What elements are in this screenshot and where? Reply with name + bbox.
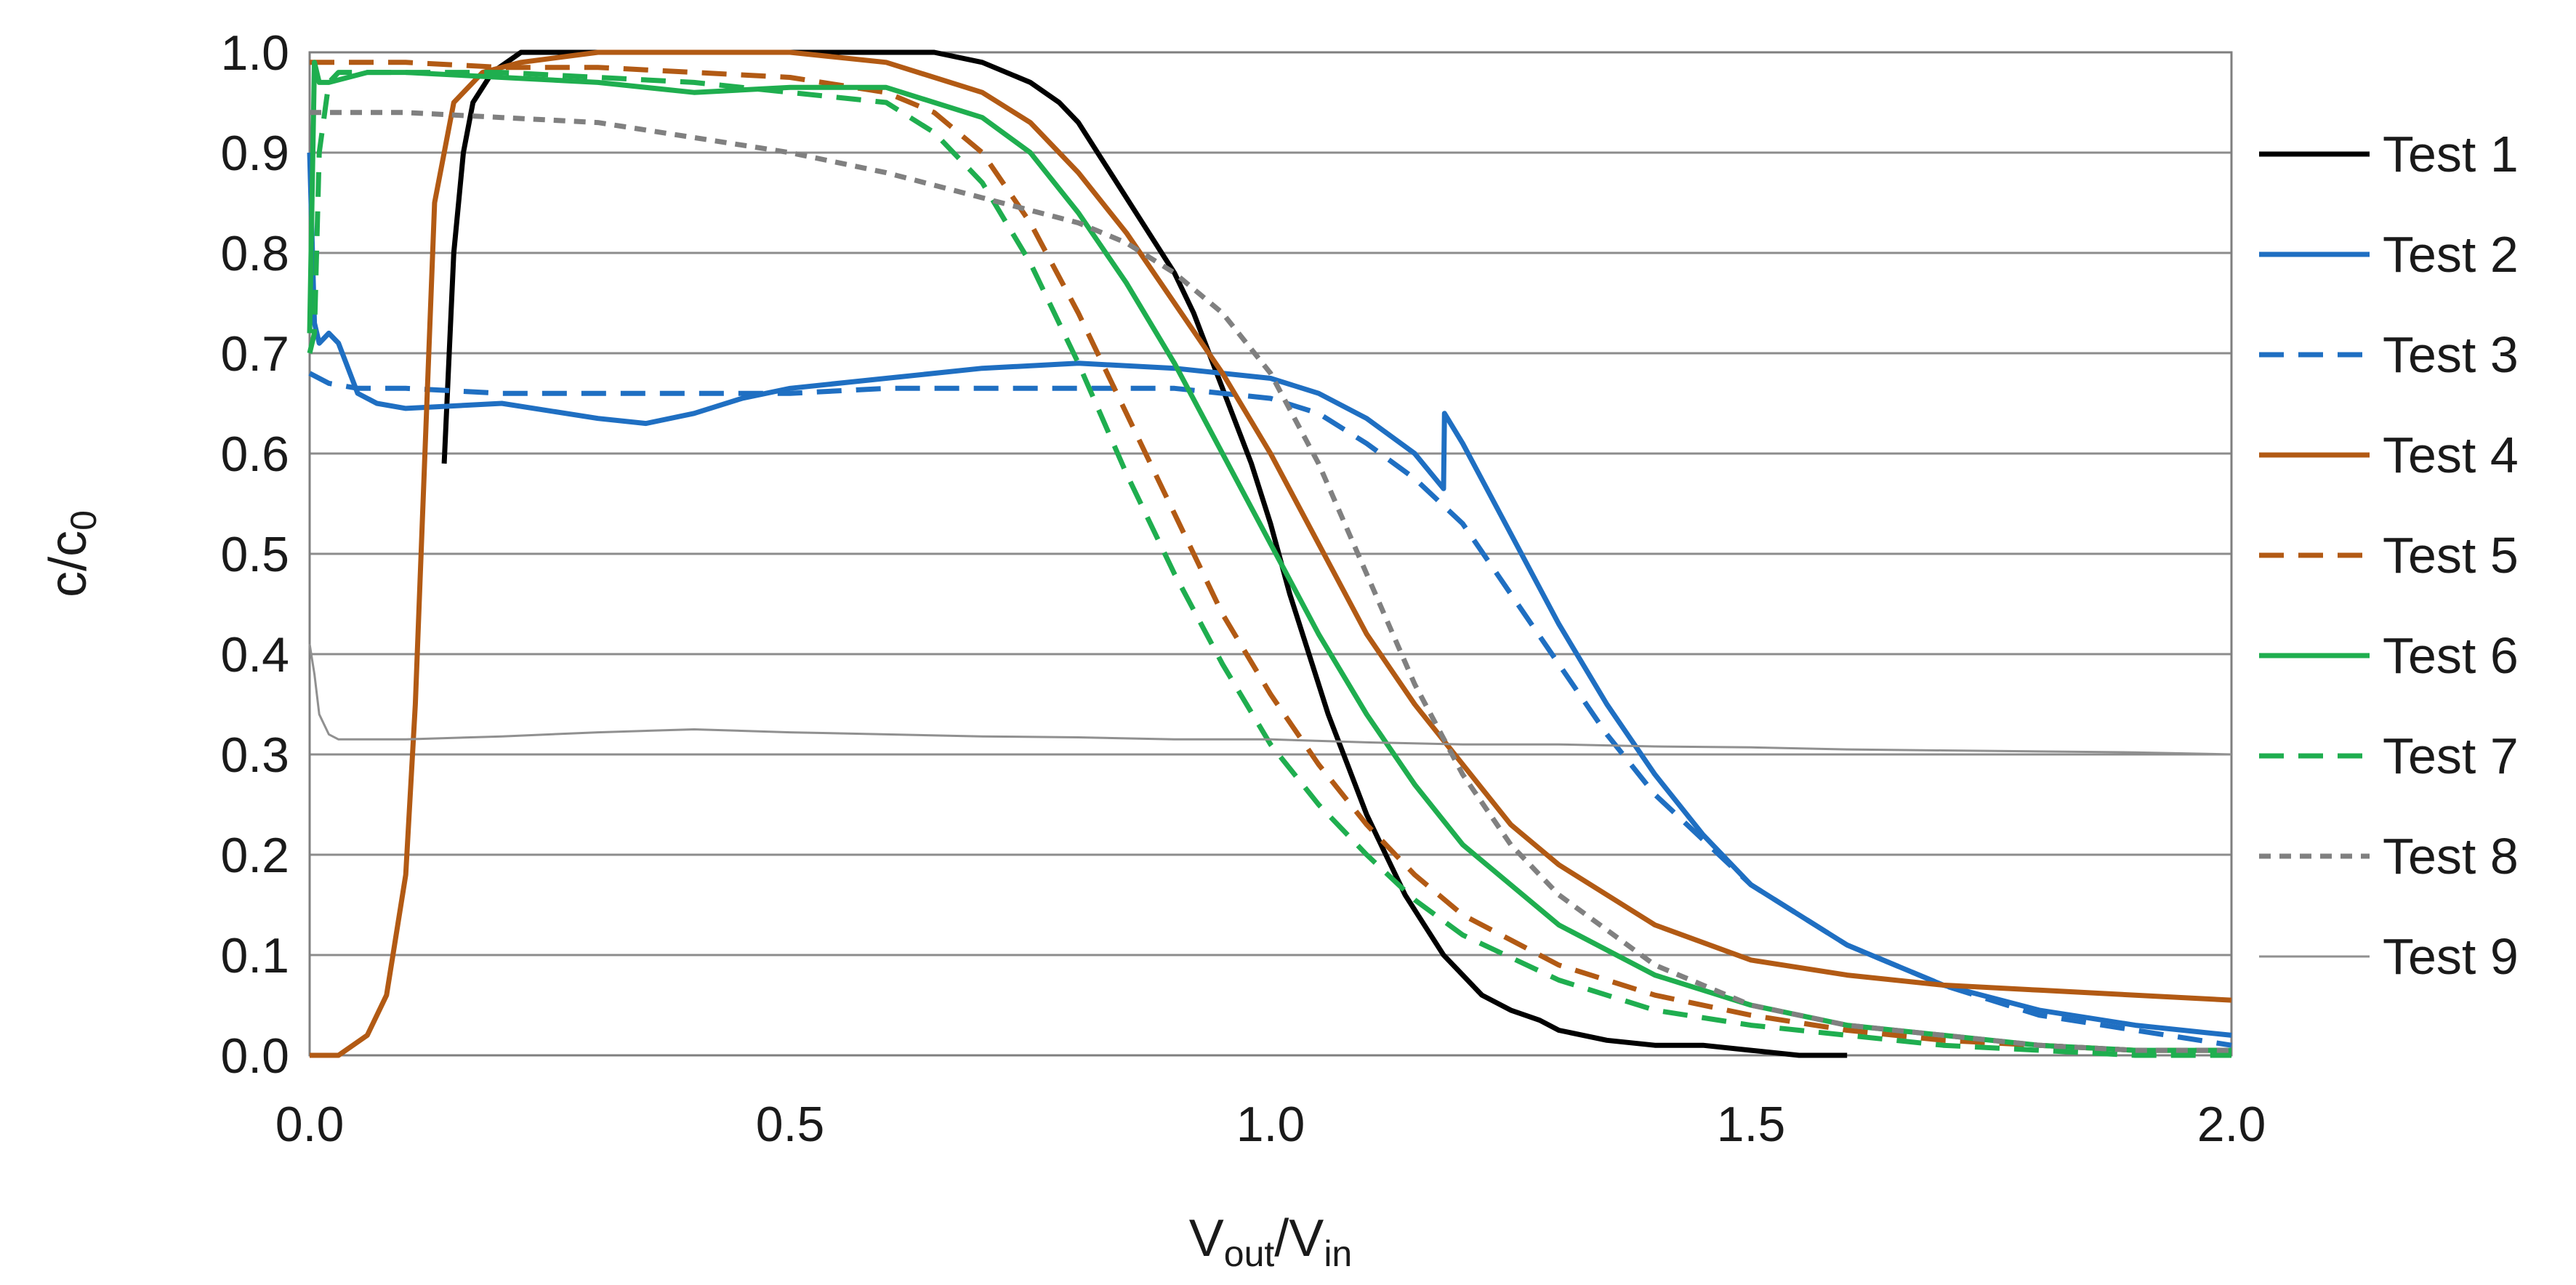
x-tick-label: 1.0 <box>1236 1097 1305 1152</box>
y-tick-label: 0.9 <box>220 126 289 181</box>
series-line-test-7 <box>307 70 2231 1058</box>
x-tick-label: 2.0 <box>2197 1097 2266 1152</box>
legend-label-test-7: Test 7 <box>2383 728 2519 784</box>
x-tick-label: 0.5 <box>756 1097 825 1152</box>
legend-label-test-3: Test 3 <box>2383 326 2519 383</box>
legend-label-test-6: Test 6 <box>2383 627 2519 684</box>
series-line-test-3 <box>308 371 2232 1048</box>
grid-lines <box>310 51 2231 1057</box>
y-tick-label: 1.0 <box>220 25 289 81</box>
y-tick-label: 0.5 <box>220 527 289 582</box>
x-tick-label: 0.0 <box>275 1097 345 1152</box>
x-axis-title: Vout/Vin <box>1189 1209 1353 1274</box>
x-axis-ticks: 0.0 0.5 1.0 1.5 2.0 <box>275 1097 2266 1152</box>
series-lines <box>307 49 2232 1058</box>
legend-label-test-1: Test 1 <box>2383 126 2519 182</box>
y-tick-label: 0.2 <box>220 828 289 883</box>
y-tick-label: 0.4 <box>220 627 289 682</box>
y-axis-title: c/c0 <box>39 510 104 597</box>
y-tick-label: 0.7 <box>220 326 289 382</box>
legend: Test 1 Test 2 Test 3 Test 4 Test 5 Test 6 Test… <box>2259 126 2519 985</box>
series-line-test-5 <box>310 60 2231 1053</box>
plot-frame <box>308 51 2233 1057</box>
legend-label-test-8: Test 8 <box>2383 828 2519 885</box>
y-tick-label: 0.3 <box>220 728 289 783</box>
legend-label-test-5: Test 5 <box>2383 527 2519 584</box>
y-tick-label: 0.6 <box>220 427 289 482</box>
y-tick-label: 0.1 <box>220 928 289 983</box>
series-line-test-6 <box>307 60 2231 1053</box>
series-line-test-2 <box>307 152 2232 1038</box>
legend-label-test-4: Test 4 <box>2383 427 2519 483</box>
y-tick-label: 0.0 <box>220 1028 289 1084</box>
series-line-test-9 <box>308 643 2232 756</box>
series-line-test-8 <box>310 110 2231 1053</box>
y-axis-ticks: 0.0 0.1 0.2 0.3 0.4 0.5 0.6 0.7 0.8 0.9 1.0 <box>220 25 289 1084</box>
legend-label-test-2: Test 2 <box>2383 226 2519 283</box>
legend-label-test-9: Test 9 <box>2383 928 2519 985</box>
x-tick-label: 1.5 <box>1717 1097 1786 1152</box>
y-tick-label: 0.8 <box>220 226 289 281</box>
series-line-test-4 <box>310 49 2232 1058</box>
